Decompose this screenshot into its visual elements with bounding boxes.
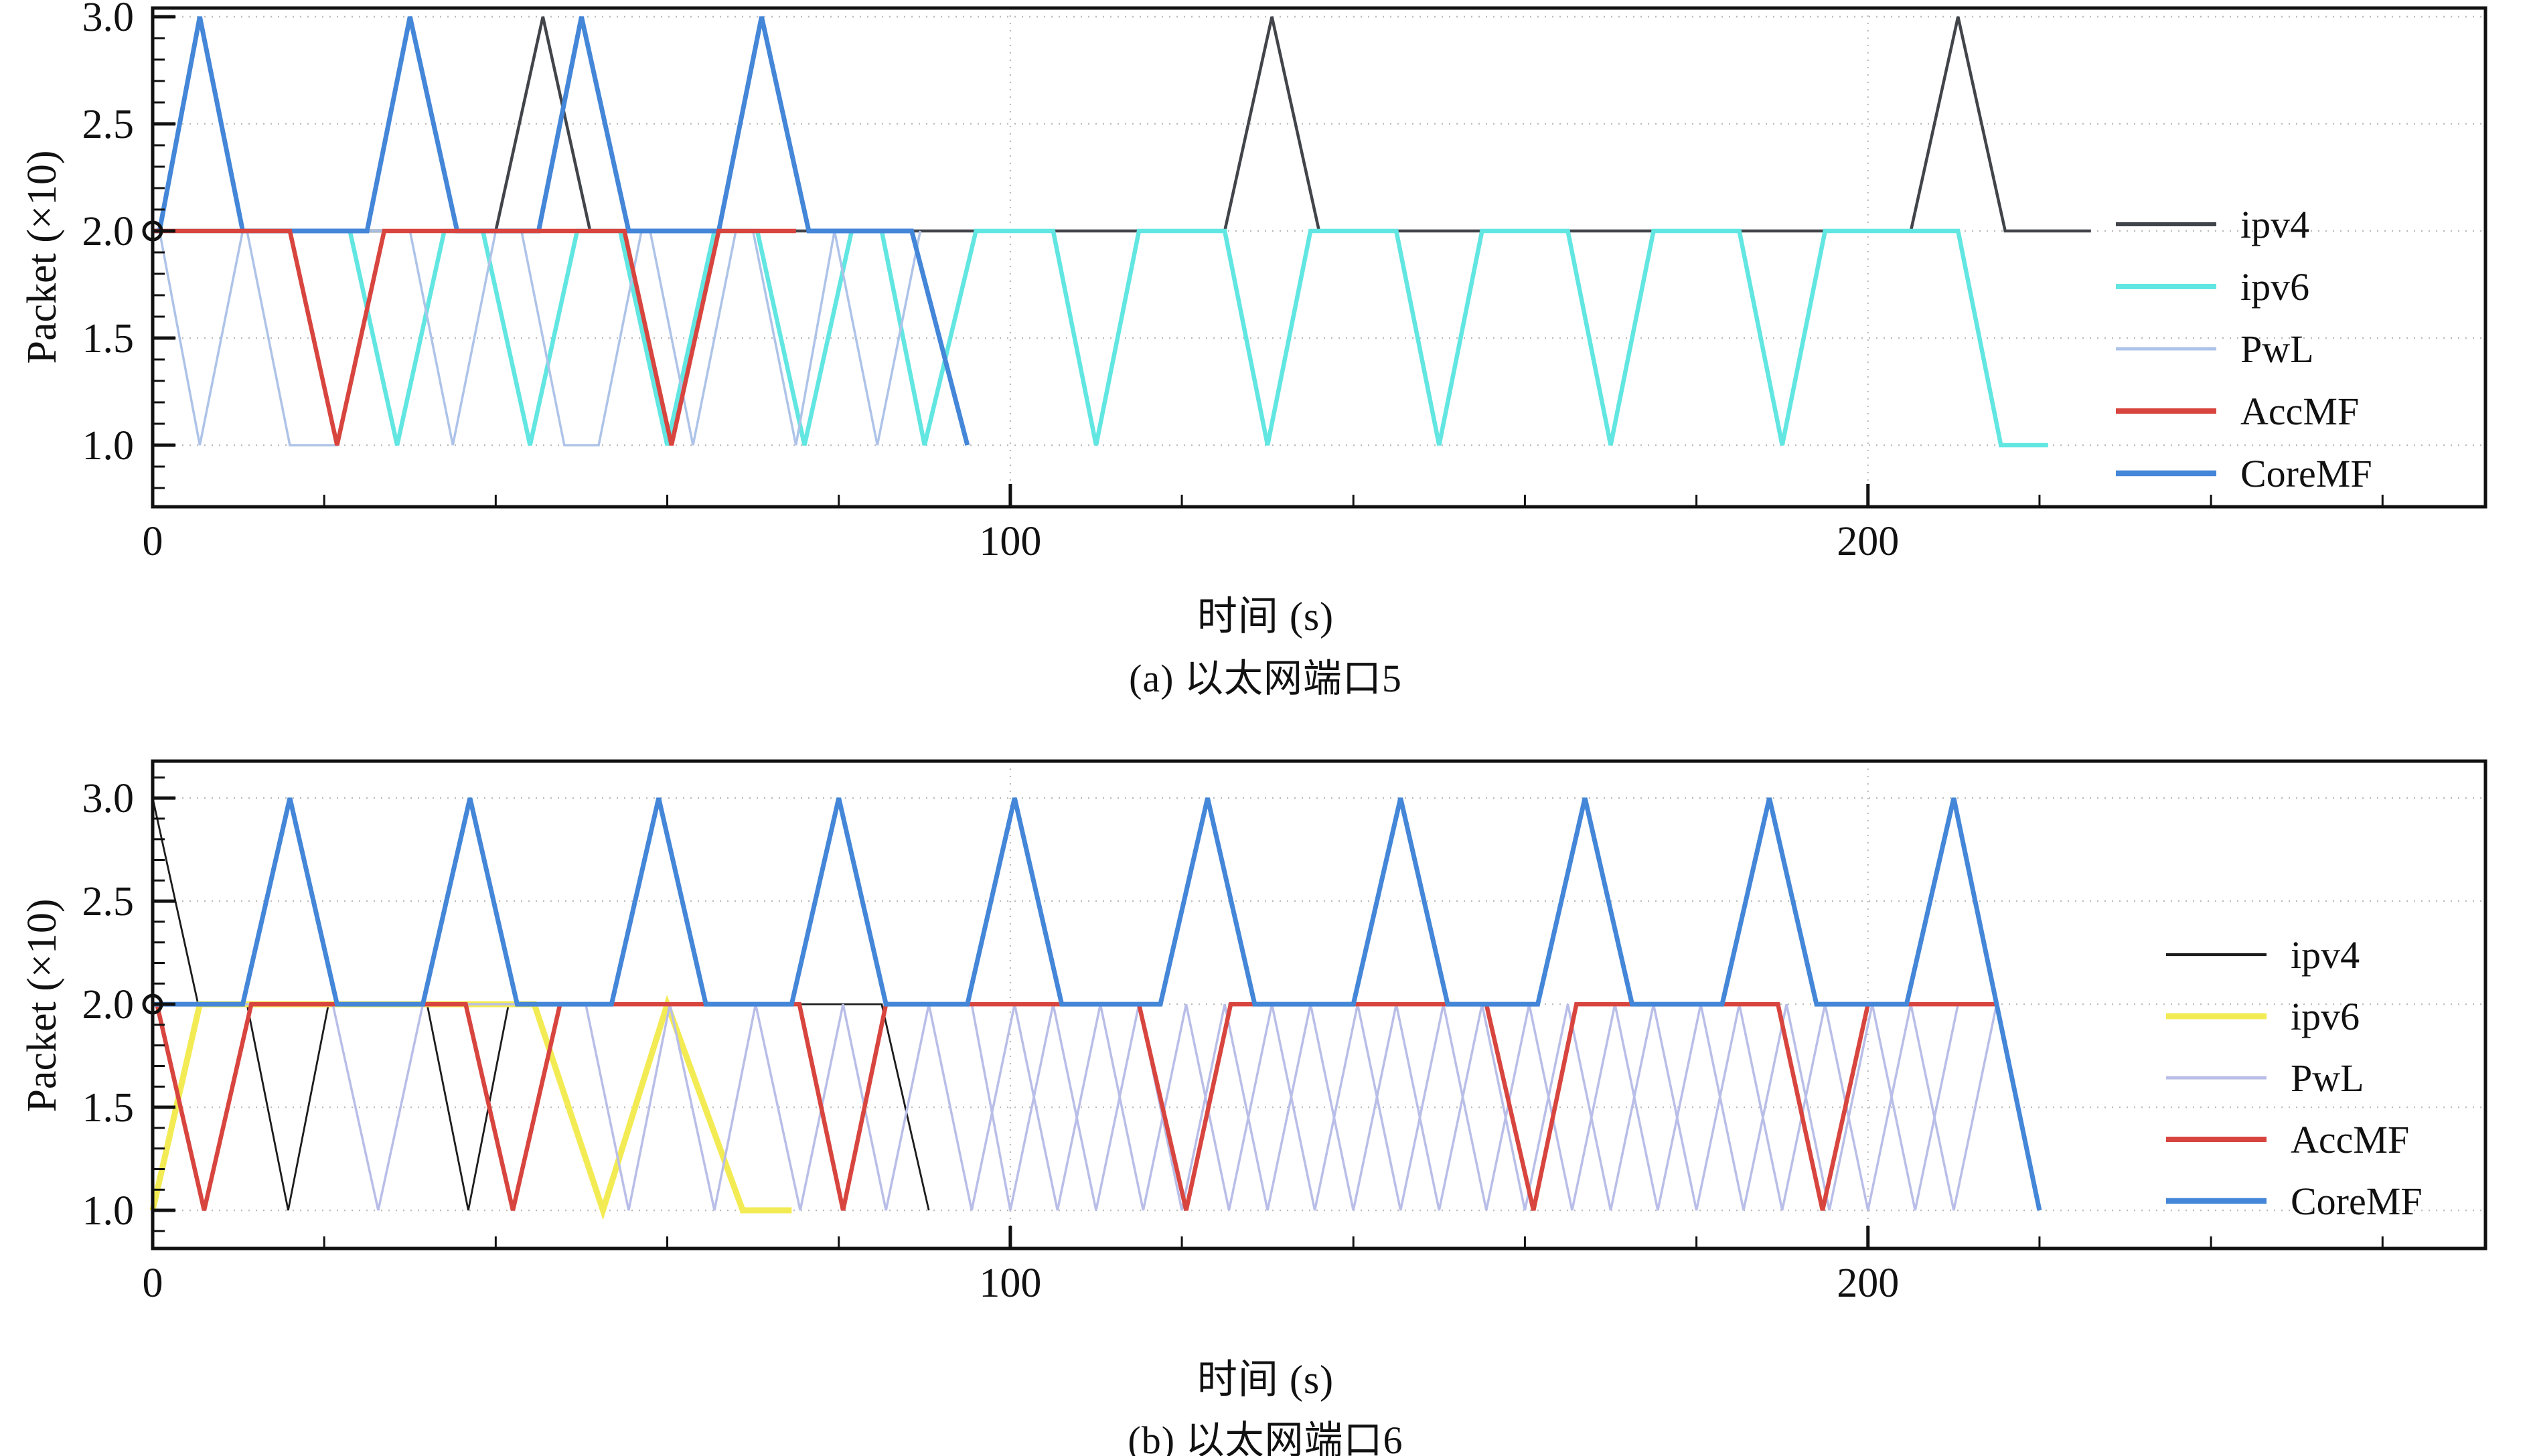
legend-label-ipv4: ipv4 xyxy=(2240,203,2309,246)
series-PwL-line-0 xyxy=(153,230,737,446)
chart-a-plot: 1.0 1.5 2.0 2.5 3.0 0 100 200 ipv4 ipv6 PwL AccMF Co… xyxy=(82,0,2487,564)
y-tick-label: 2.0 xyxy=(82,982,135,1028)
x-tick-label: 100 xyxy=(979,519,1041,564)
y-tick-label: 1.5 xyxy=(82,316,135,361)
series-ipv6-line-0 xyxy=(153,228,2048,448)
legend-label-PwL: PwL xyxy=(2291,1056,2364,1100)
series-AccMF-line-0 xyxy=(153,228,796,446)
legend-label-AccMF: AccMF xyxy=(2291,1118,2409,1161)
chart-b-x-axis-label: 时间 (s) xyxy=(1197,1358,1334,1402)
series-CoreMF-line-0 xyxy=(153,797,2042,1211)
x-tick-label: 200 xyxy=(1837,519,1899,564)
legend-label-ipv6: ipv6 xyxy=(2240,265,2309,309)
legend-label-ipv6: ipv6 xyxy=(2291,995,2360,1038)
x-tick-label: 200 xyxy=(1837,1261,1899,1306)
x-tick-label: 0 xyxy=(143,519,163,564)
y-tick-label: 3.0 xyxy=(82,776,135,821)
y-tick-label: 2.5 xyxy=(82,102,135,147)
chart-b-plot: 1.0 1.5 2.0 2.5 3.0 0 100 200 ipv4 ipv6 PwL AccMF Co… xyxy=(82,759,2487,1306)
y-tick-label: 1.0 xyxy=(82,423,135,469)
series-ipv4-line-0 xyxy=(153,16,2091,233)
chart-b-caption: (b) 以太网端口6 xyxy=(1128,1419,1403,1456)
series-PwL-line-1 xyxy=(153,230,922,447)
chart-a-caption: (a) 以太网端口5 xyxy=(1129,657,1402,700)
y-tick-label: 2.5 xyxy=(82,879,135,924)
y-tick-label: 1.5 xyxy=(82,1085,135,1131)
legend-label-ipv4: ipv4 xyxy=(2291,933,2360,977)
plot-border xyxy=(151,6,2487,509)
chart-a-x-axis-label: 时间 (s) xyxy=(1197,594,1334,639)
series-PwL-line-1 xyxy=(929,1003,1998,1211)
y-tick-label: 3.0 xyxy=(82,0,135,40)
legend-label-PwL: PwL xyxy=(2240,327,2314,371)
legend-label-CoreMF: CoreMF xyxy=(2291,1180,2423,1223)
x-tick-label: 100 xyxy=(979,1261,1041,1306)
series-PwL-line-0 xyxy=(153,1003,1989,1211)
chart-a-y-axis-label: Packet (×10) xyxy=(19,150,65,364)
chart-b-y-axis-label: Packet (×10) xyxy=(19,898,65,1113)
legend-label-CoreMF: CoreMF xyxy=(2240,452,2372,495)
y-tick-label: 1.0 xyxy=(82,1188,135,1234)
x-tick-label: 0 xyxy=(143,1261,163,1306)
legend-label-AccMF: AccMF xyxy=(2240,390,2359,433)
y-tick-label: 2.0 xyxy=(82,209,135,254)
